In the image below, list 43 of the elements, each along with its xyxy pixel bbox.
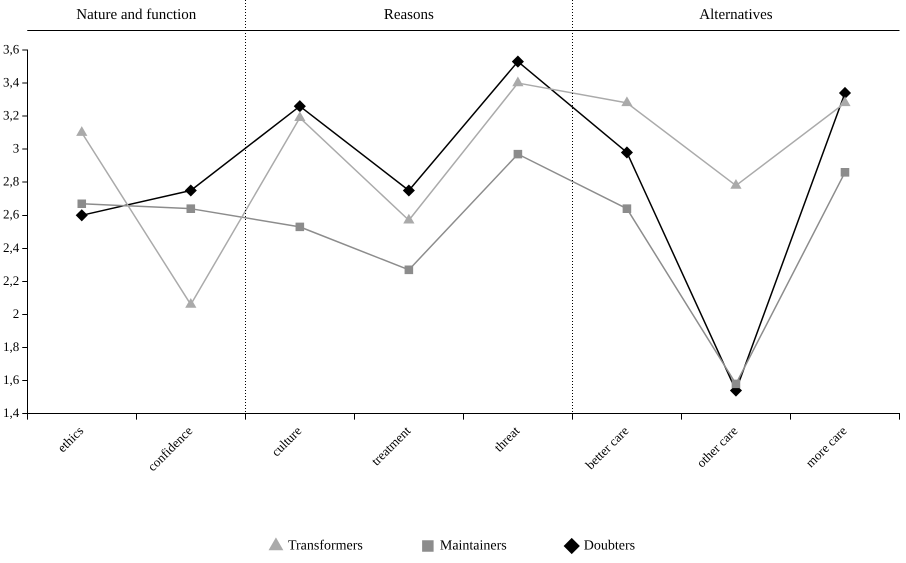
legend-label: Maintainers bbox=[440, 538, 507, 554]
point bbox=[186, 204, 196, 213]
point bbox=[514, 150, 522, 158]
text: Reasons bbox=[384, 6, 434, 23]
point bbox=[185, 184, 197, 196]
point bbox=[622, 97, 632, 106]
point bbox=[294, 112, 305, 122]
y-tick-label: 1,8 bbox=[3, 338, 20, 354]
point bbox=[730, 180, 742, 189]
point bbox=[840, 168, 850, 177]
y-tick-label: 1,4 bbox=[3, 405, 20, 420]
y-tick-label: 2,6 bbox=[3, 206, 20, 222]
y-tick-label: 3,2 bbox=[3, 108, 20, 123]
point bbox=[732, 380, 740, 388]
y-tick-label: 2 bbox=[12, 306, 20, 321]
y-tick-label: 3,6 bbox=[3, 41, 20, 56]
point bbox=[622, 204, 632, 213]
point bbox=[512, 77, 523, 86]
text: Nature and function bbox=[76, 6, 197, 23]
point bbox=[403, 184, 415, 196]
x-tick-label: more care bbox=[802, 422, 850, 470]
point bbox=[294, 100, 306, 112]
point bbox=[186, 298, 196, 308]
point bbox=[839, 87, 851, 99]
point bbox=[77, 199, 86, 208]
text: Alternatives bbox=[699, 6, 773, 23]
y-tick-label: 2,4 bbox=[3, 240, 20, 255]
x-tick-label: other care bbox=[693, 422, 741, 470]
y-tick-label: 2,2 bbox=[3, 272, 20, 288]
point bbox=[76, 126, 87, 136]
point bbox=[76, 210, 88, 222]
y-tick-label: 3 bbox=[12, 140, 20, 156]
point bbox=[512, 56, 524, 68]
point bbox=[404, 214, 414, 224]
y-tick-label: 3,4 bbox=[3, 74, 20, 90]
legend-label: Transformers bbox=[288, 538, 363, 554]
y-tick-label: 2,8 bbox=[3, 174, 20, 189]
legend-label: Doubters bbox=[584, 538, 636, 554]
point bbox=[296, 222, 304, 232]
y-tick-label: 1,6 bbox=[3, 372, 20, 388]
point bbox=[621, 146, 633, 158]
point bbox=[840, 97, 850, 106]
point bbox=[404, 266, 414, 274]
